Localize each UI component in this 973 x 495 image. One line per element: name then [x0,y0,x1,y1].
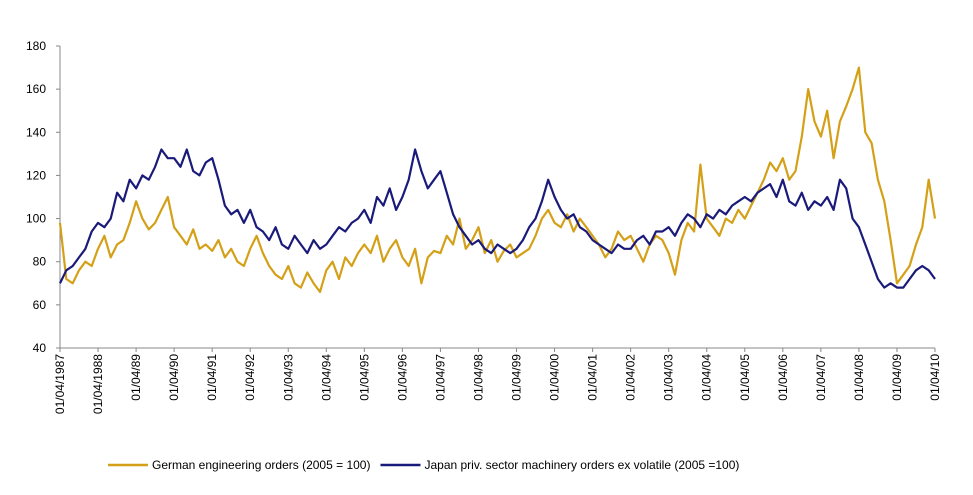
x-tick-label: 01/04/98 [471,354,485,401]
x-tick-label: 01/04/08 [852,354,866,401]
x-tick-label: 01/04/92 [243,354,257,401]
y-tick-label: 160 [26,82,46,96]
series-line [58,66,937,293]
x-tick-label: 01/04/90 [167,354,181,401]
y-tick-label: 60 [33,298,47,312]
series-line [59,148,936,289]
x-tick-label: 01/04/89 [129,354,143,401]
x-tick-label: 01/04/10 [928,354,942,401]
x-tick-label: 01/04/94 [319,354,333,401]
x-tick-label: 01/04/02 [624,354,638,401]
legend-label: Japan priv. sector machinery orders ex v… [424,458,739,472]
x-tick-label: 01/04/93 [281,354,295,401]
x-tick-label: 01/04/04 [700,354,714,401]
x-tick-label: 01/04/01 [586,354,600,401]
x-tick-label: 01/04/97 [433,354,447,401]
y-tick-label: 180 [26,39,46,53]
x-tick-label: 01/04/1987 [53,354,67,414]
x-tick-label: 01/04/03 [662,354,676,401]
legend-label: German engineering orders (2005 = 100) [152,458,370,472]
y-tick-label: 100 [26,212,46,226]
y-tick-label: 140 [26,125,46,139]
x-tick-label: 01/04/1988 [91,354,105,414]
x-tick-label: 01/04/95 [357,354,371,401]
y-tick-label: 80 [33,255,47,269]
x-tick-label: 01/04/99 [510,354,524,401]
x-tick-label: 01/04/09 [890,354,904,401]
y-tick-label: 40 [33,341,47,355]
x-tick-label: 01/04/07 [814,354,828,401]
x-tick-label: 01/04/06 [776,354,790,401]
x-tick-label: 01/04/91 [205,354,219,401]
x-tick-label: 01/04/00 [548,354,562,401]
y-tick-label: 120 [26,168,46,182]
x-tick-label: 01/04/05 [738,354,752,401]
x-tick-label: 01/04/96 [395,354,409,401]
